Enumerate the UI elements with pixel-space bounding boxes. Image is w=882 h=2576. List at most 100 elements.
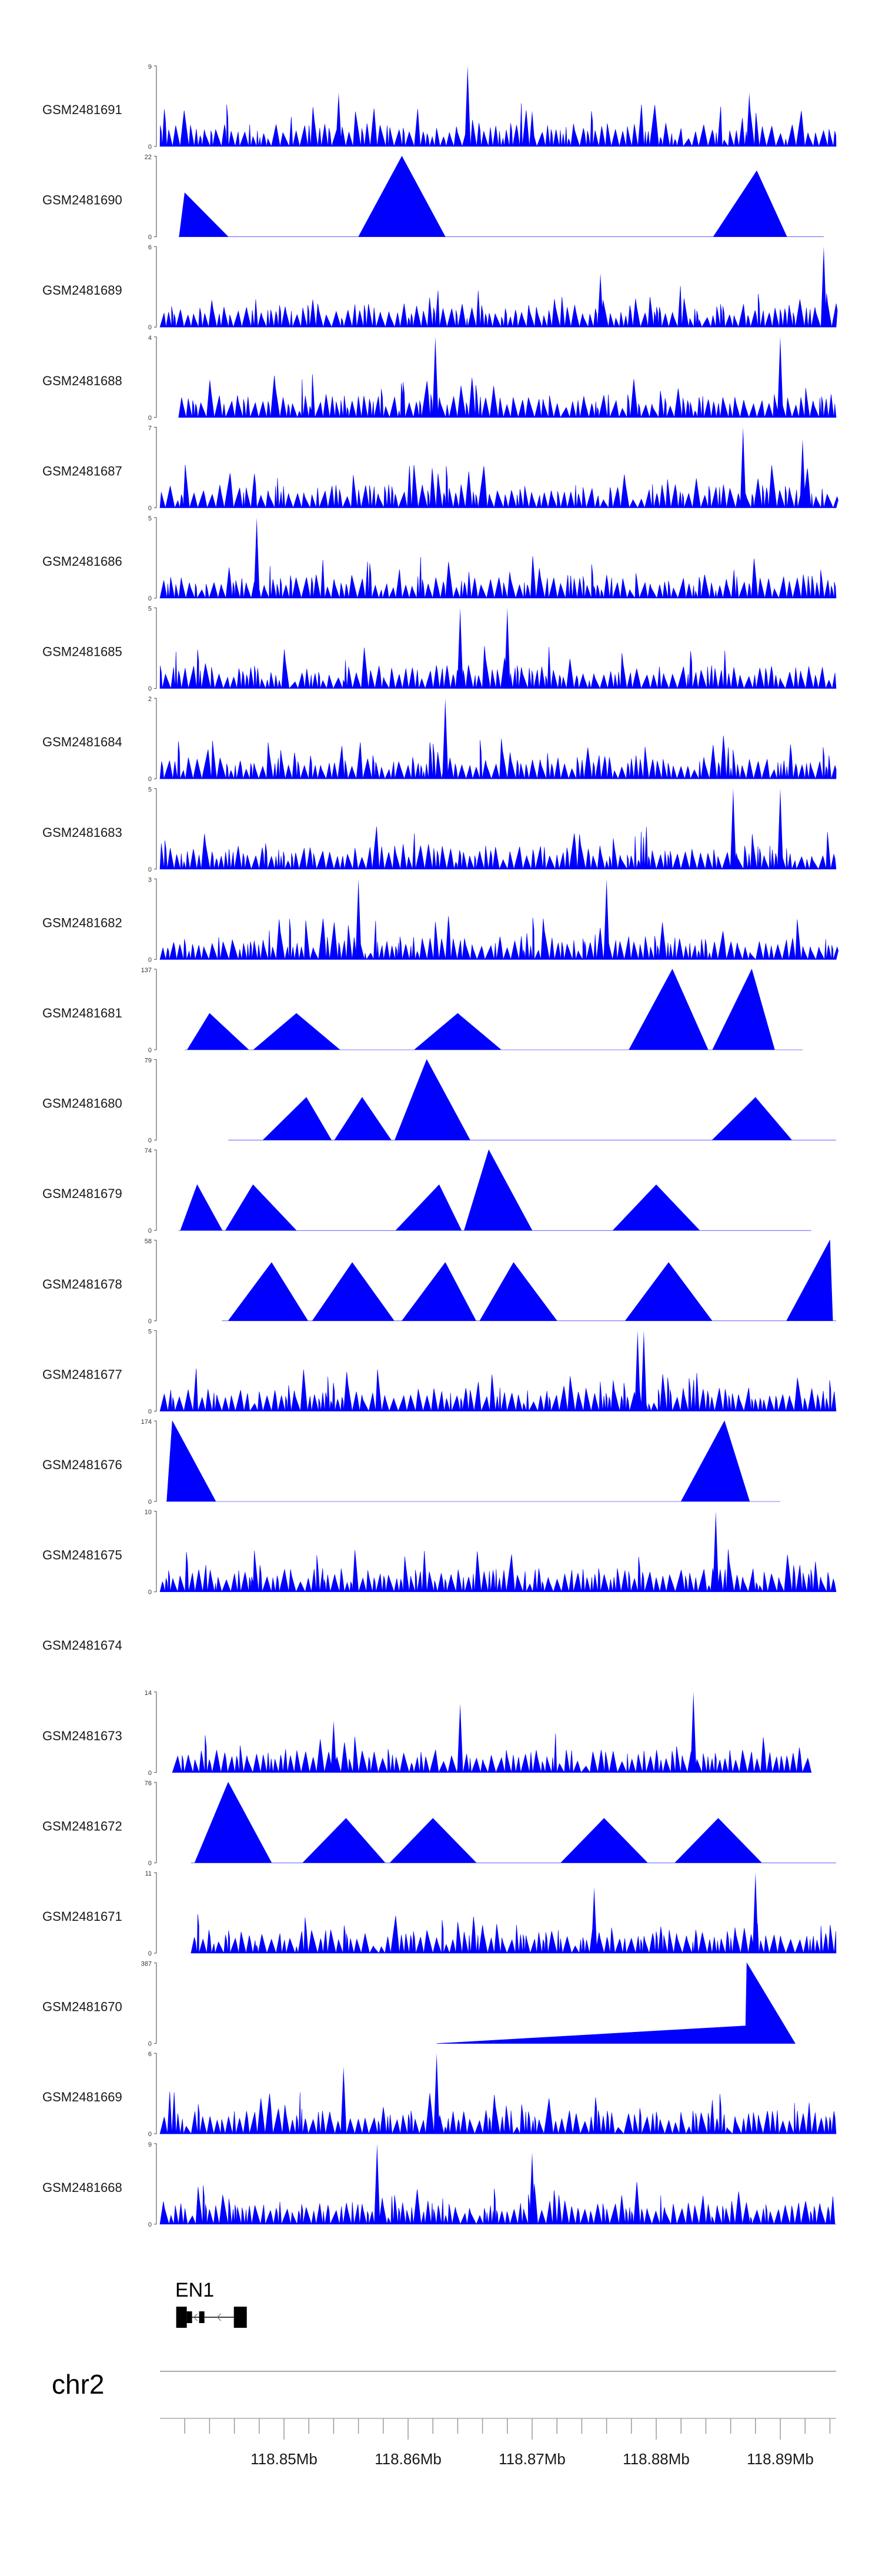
track-label: GSM2481669 bbox=[42, 2090, 122, 2104]
gene-utr bbox=[186, 2311, 192, 2323]
x-tick-label: 118.89Mb bbox=[747, 2450, 814, 2468]
track-ymax-label: 58 bbox=[145, 1238, 152, 1245]
track-ymax-label: 174 bbox=[141, 1419, 152, 1426]
track-ymin-label: 0 bbox=[148, 956, 152, 963]
coverage-peak bbox=[340, 2067, 347, 2134]
track-label: GSM2481677 bbox=[42, 1367, 122, 1382]
coverage-peak bbox=[634, 1330, 641, 1412]
coverage-area bbox=[228, 1059, 836, 1140]
track-ymax-label: 5 bbox=[148, 606, 152, 613]
gene-annotation-track: EN1 bbox=[175, 2279, 247, 2328]
track-ymin-label: 0 bbox=[148, 686, 152, 693]
coverage-area bbox=[222, 1239, 836, 1322]
coverage-peak bbox=[777, 336, 783, 418]
coverage-peak bbox=[597, 273, 604, 328]
track-GSM2481672: GSM2481672 76 0 bbox=[42, 1780, 836, 1867]
track-GSM2481669: GSM2481669 6 0 bbox=[42, 2051, 837, 2138]
track-ymin-label: 0 bbox=[148, 415, 152, 422]
track-label: GSM2481670 bbox=[42, 2000, 122, 2014]
strand-arrow-icon bbox=[193, 2313, 198, 2321]
gene-label: EN1 bbox=[175, 2279, 214, 2301]
track-ymax-label: 11 bbox=[145, 1870, 152, 1877]
coverage-area bbox=[166, 1420, 780, 1502]
coverage-peak bbox=[253, 518, 260, 598]
track-label: GSM2481690 bbox=[42, 193, 122, 208]
coverage-area bbox=[159, 286, 838, 328]
track-GSM2481689: GSM2481689 6 0 bbox=[42, 244, 838, 331]
track-label: GSM2481679 bbox=[42, 1186, 122, 1201]
track-ymin-label: 0 bbox=[148, 144, 152, 151]
track-label: GSM2481691 bbox=[42, 102, 122, 117]
track-GSM2481675: GSM2481675 10 0 bbox=[42, 1509, 837, 1596]
track-ymax-label: 14 bbox=[145, 1690, 152, 1697]
track-ymax-label: 2 bbox=[148, 696, 152, 703]
track-ymin-label: 0 bbox=[148, 1770, 152, 1777]
track-GSM2481687: GSM2481687 7 0 bbox=[42, 425, 838, 512]
x-tick-label: 118.85Mb bbox=[250, 2450, 318, 2468]
track-ymax-label: 137 bbox=[141, 967, 152, 974]
track-label: GSM2481678 bbox=[42, 1277, 122, 1292]
coverage-peak bbox=[465, 66, 471, 146]
track-label: GSM2481684 bbox=[42, 735, 122, 749]
track-label: GSM2481687 bbox=[42, 463, 122, 478]
coverage-peak bbox=[820, 246, 827, 328]
coverage-peak bbox=[640, 1330, 647, 1412]
track-ymin-label: 0 bbox=[148, 595, 152, 602]
coverage-peak bbox=[442, 698, 449, 779]
track-GSM2481674: GSM2481674 bbox=[42, 1638, 122, 1653]
track-GSM2481673: GSM2481673 14 0 bbox=[42, 1690, 812, 1777]
coverage-area bbox=[178, 155, 824, 237]
coverage-peak bbox=[690, 1691, 697, 1773]
track-label: GSM2481674 bbox=[42, 1638, 122, 1653]
track-label: GSM2481675 bbox=[42, 1548, 122, 1563]
genomic-axis: chr2 118.85Mb 118.86Mb 118.87Mb 118.88Mb 118… bbox=[52, 2369, 836, 2468]
track-label: GSM2481680 bbox=[42, 1096, 122, 1111]
gene-exon bbox=[176, 2307, 187, 2328]
track-ymin-label: 0 bbox=[148, 2221, 152, 2228]
track-ymax-label: 22 bbox=[145, 154, 152, 161]
coverage-peak bbox=[504, 608, 510, 689]
coverage-area bbox=[159, 1549, 837, 1593]
track-ymax-label: 9 bbox=[148, 2141, 152, 2148]
track-label: GSM2481681 bbox=[42, 1006, 122, 1020]
coverage-peak bbox=[355, 879, 362, 960]
coverage-peak bbox=[433, 2053, 440, 2134]
coverage-tracks: GSM248169190GSM2481690220GSM248168960GSM… bbox=[42, 64, 839, 2228]
track-ymax-label: 5 bbox=[148, 786, 152, 793]
track-ymin-label: 0 bbox=[148, 1589, 152, 1596]
coverage-peak bbox=[730, 788, 736, 869]
track-label: GSM2481688 bbox=[42, 373, 122, 388]
track-ymin-label: 0 bbox=[148, 1137, 152, 1144]
track-ymax-label: 6 bbox=[148, 2051, 152, 2058]
track-ymin-label: 0 bbox=[148, 776, 152, 783]
coverage-area bbox=[159, 916, 839, 960]
coverage-area bbox=[436, 1962, 796, 2044]
track-ymin-label: 0 bbox=[148, 2131, 152, 2138]
coverage-area bbox=[159, 103, 837, 148]
track-label: GSM2481672 bbox=[42, 1818, 122, 1833]
track-ymax-label: 3 bbox=[148, 876, 152, 883]
track-GSM2481679: GSM2481679 74 0 bbox=[42, 1147, 811, 1234]
coverage-area bbox=[185, 969, 803, 1050]
track-GSM2481690: GSM2481690 22 0 bbox=[42, 154, 824, 241]
gene-exon bbox=[233, 2307, 247, 2328]
coverage-peak bbox=[603, 879, 610, 960]
track-label: GSM2481683 bbox=[42, 825, 122, 840]
x-tick-label: 118.87Mb bbox=[499, 2450, 566, 2468]
coverage-peak bbox=[457, 608, 463, 689]
coverage-area bbox=[178, 374, 837, 418]
coverage-area bbox=[159, 646, 837, 689]
coverage-area bbox=[178, 1149, 811, 1231]
coverage-peak bbox=[746, 92, 753, 146]
coverage-area bbox=[191, 1914, 837, 1954]
track-label: GSM2481685 bbox=[42, 645, 122, 659]
coverage-area bbox=[159, 2182, 836, 2225]
track-GSM2481691: GSM2481691 9 0 bbox=[42, 64, 837, 151]
track-ymax-label: 74 bbox=[145, 1147, 152, 1154]
track-ymax-label: 387 bbox=[141, 1961, 152, 1968]
track-ymax-label: 5 bbox=[148, 1328, 152, 1335]
track-ymax-label: 76 bbox=[145, 1780, 152, 1787]
track-GSM2481688: GSM2481688 4 0 bbox=[42, 335, 837, 422]
coverage-area bbox=[159, 465, 838, 509]
coverage-area bbox=[159, 2091, 837, 2135]
